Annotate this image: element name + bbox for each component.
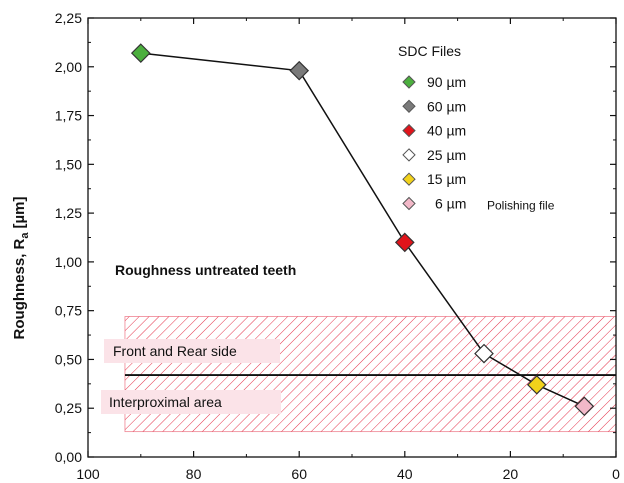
x-tick-label: 80 — [186, 466, 202, 482]
series-layer — [130, 43, 595, 417]
y-tick-label: 0,50 — [55, 351, 82, 367]
annotation-bg-interproximal — [101, 390, 281, 414]
y-tick-label: 2,00 — [55, 59, 82, 75]
y-tick-label: 1,00 — [55, 254, 82, 270]
x-tick-label: 100 — [76, 466, 100, 482]
y-axis-label-subscript: a — [19, 232, 31, 239]
legend-label: 15 µm — [427, 171, 466, 187]
legend-marker — [402, 99, 416, 114]
legend-marker — [402, 196, 416, 211]
y-tick-label: 0,75 — [55, 303, 82, 319]
legend-label: 60 µm — [427, 98, 466, 114]
hatched-band — [124, 316, 617, 433]
x-tick-label: 20 — [503, 466, 519, 482]
x-tick-label: 40 — [397, 466, 413, 482]
legend-note: Polishing file — [487, 199, 555, 213]
annotation-bg-front-rear — [104, 339, 280, 363]
y-tick-label: 1,50 — [55, 156, 82, 172]
hatched-band-layer — [101, 316, 617, 433]
legend-label: 25 µm — [427, 147, 466, 163]
x-tick-label: 0 — [612, 466, 620, 482]
data-point — [526, 374, 547, 395]
y-tick-label: 0,00 — [55, 449, 82, 465]
annotation-interproximal: Interproximal area — [109, 394, 222, 410]
legend-title: SDC Files — [398, 43, 461, 59]
legend-label: 90 µm — [427, 74, 466, 90]
annotation-untreated: Roughness untreated teeth — [115, 262, 296, 278]
annotation-layer: Roughness untreated teeth Front and Rear… — [109, 262, 296, 410]
legend-marker — [402, 172, 416, 186]
data-point — [474, 343, 494, 364]
data-point — [574, 396, 595, 417]
legend-label: 40 µm — [427, 123, 466, 139]
axes-layer: 0,00 0,25 0,50 0,75 1,00 1,25 1,50 1,75 2,00 2,25… — [55, 10, 620, 482]
data-point — [394, 232, 415, 253]
legend-marker — [402, 148, 416, 162]
legend-marker — [402, 75, 416, 89]
y-axis-label-text: Roughness, Ra[µm] — [11, 197, 31, 340]
series-line — [140, 52, 585, 407]
y-tick-label: 1,25 — [55, 205, 82, 221]
legend: SDC Files 90 µm 60 µm 40 µm 25 µm 15 µm 6 µm P… — [398, 43, 555, 213]
legend-label: 6 µm — [435, 196, 466, 212]
data-point — [130, 43, 151, 63]
data-point — [289, 60, 310, 81]
y-axis-label: Roughness, Ra[µm] — [11, 197, 31, 340]
x-tick-label: 60 — [291, 466, 307, 482]
y-tick-label: 2,25 — [55, 10, 82, 26]
annotation-front-rear: Front and Rear side — [113, 343, 237, 359]
y-tick-label: 1,75 — [55, 108, 82, 124]
y-tick-label: 0,25 — [55, 400, 82, 416]
legend-marker — [402, 123, 416, 138]
